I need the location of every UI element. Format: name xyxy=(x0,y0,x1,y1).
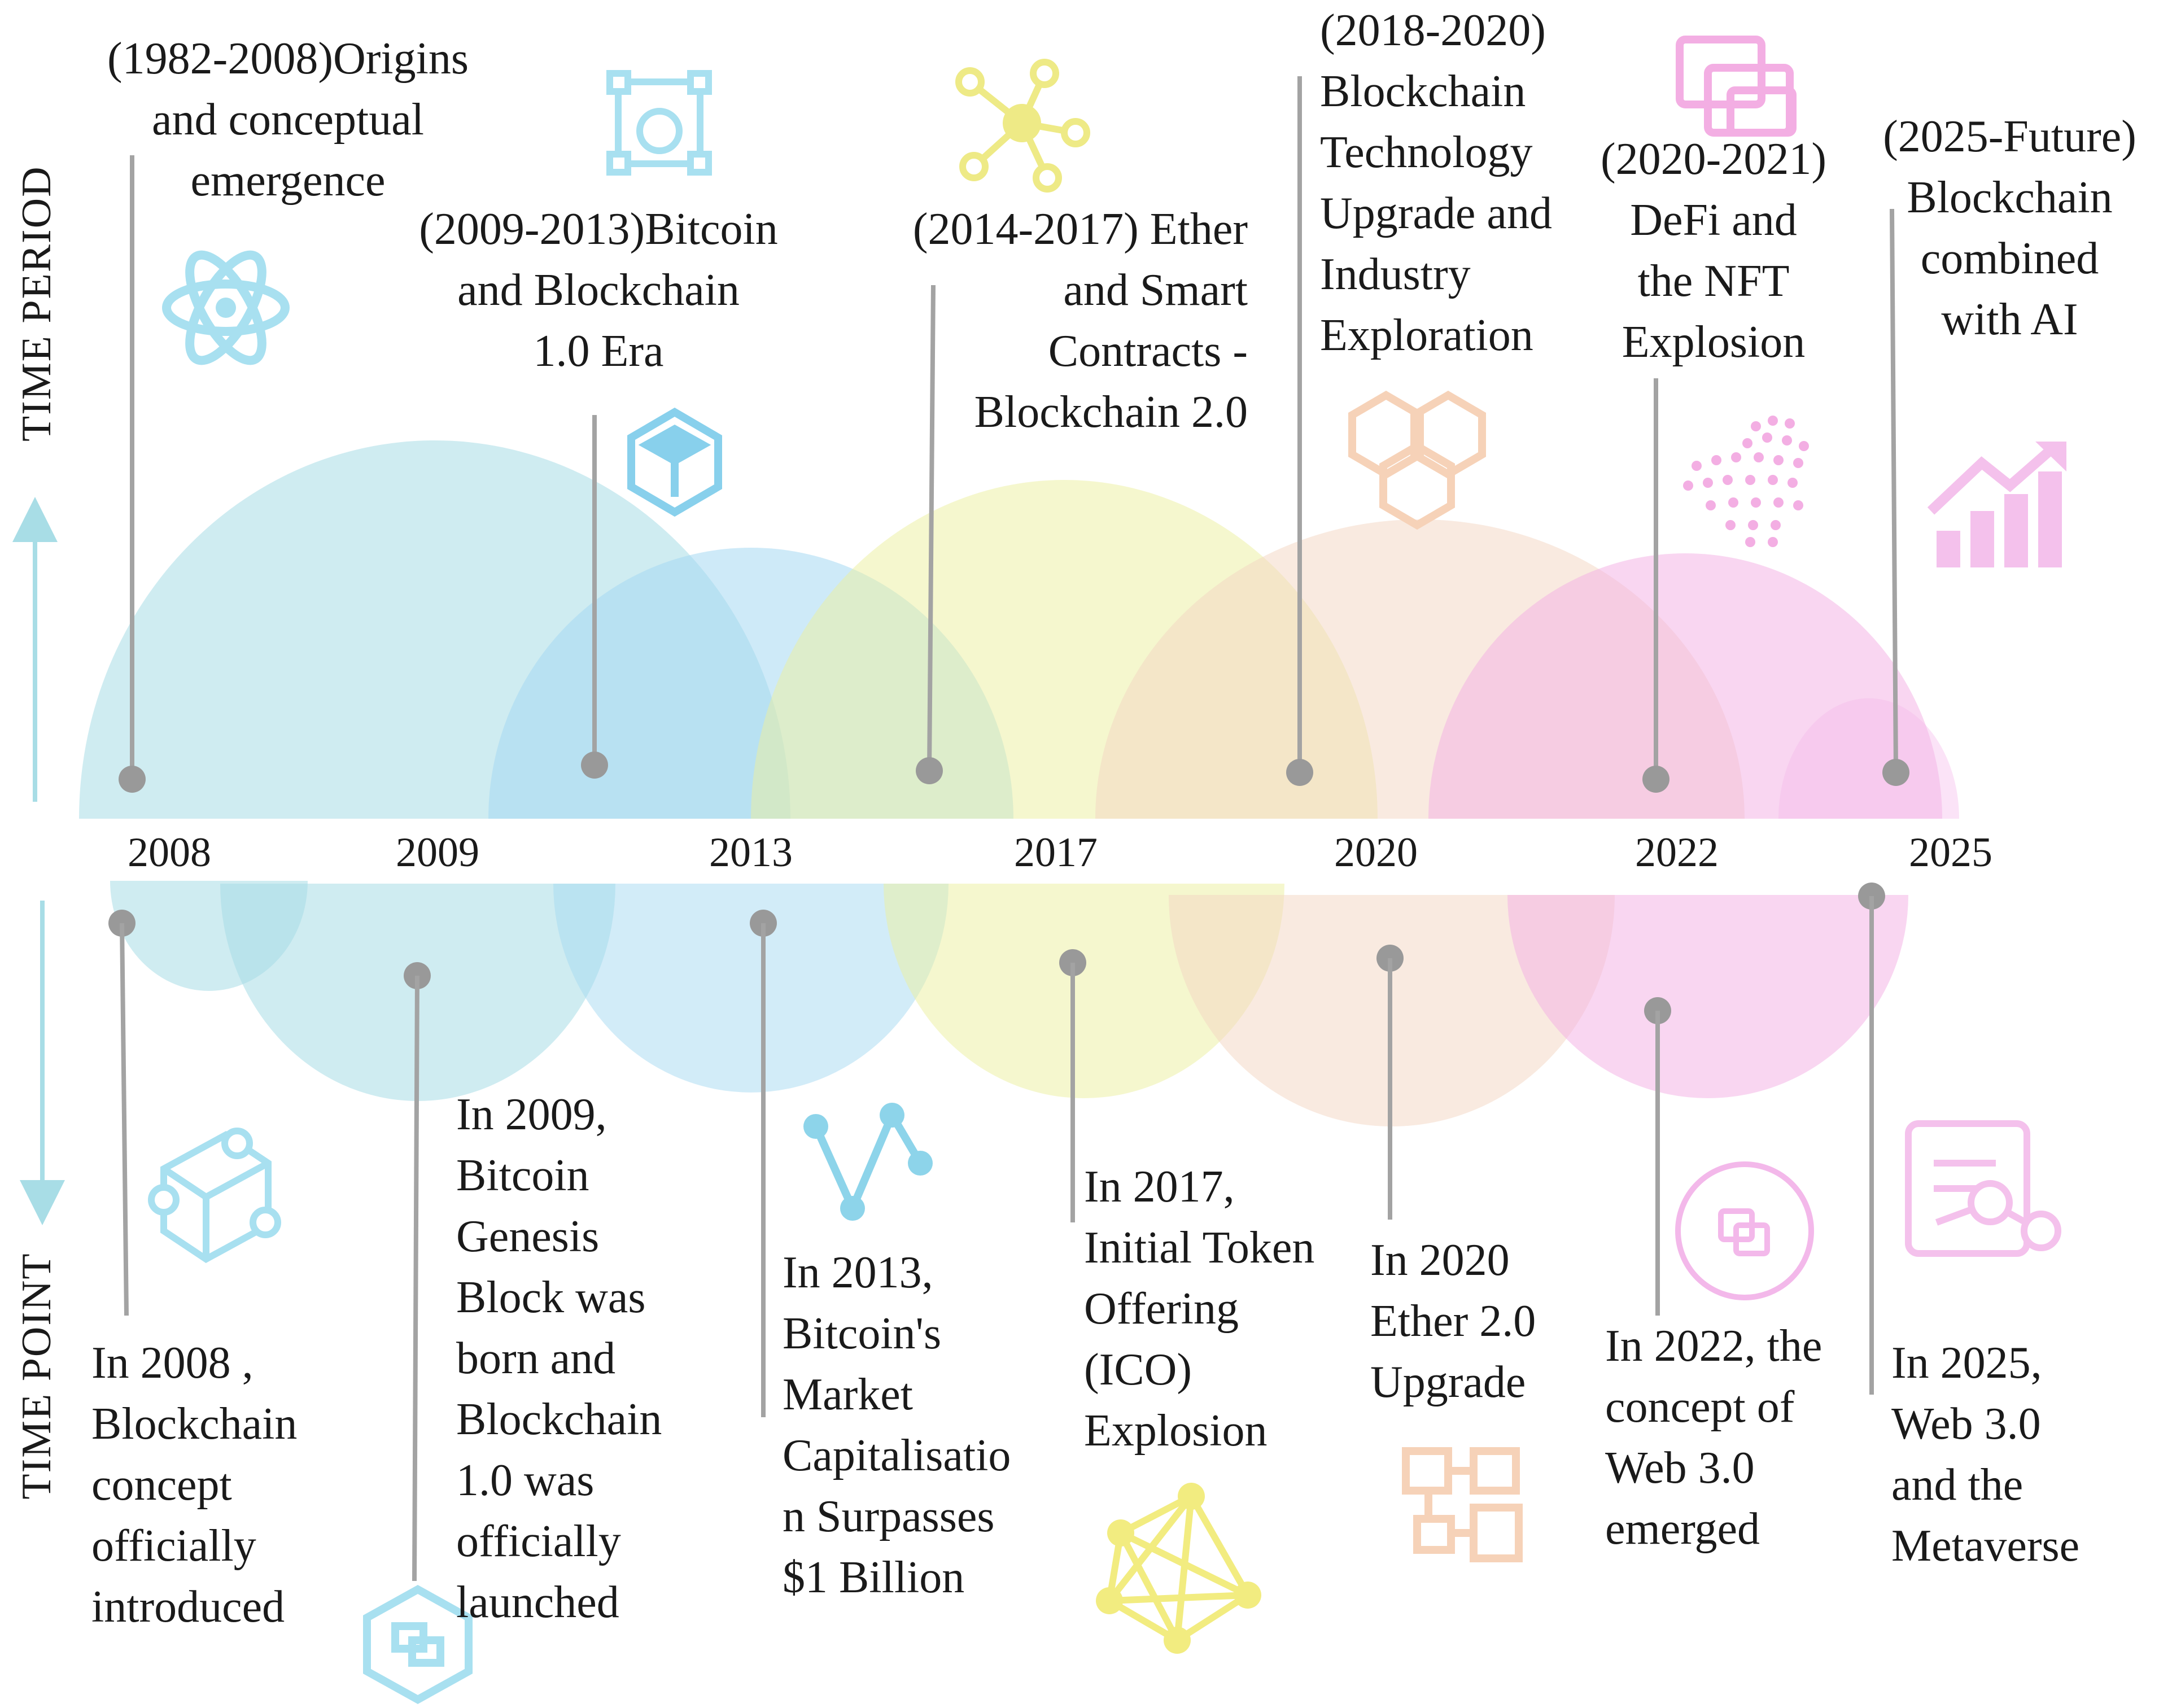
point-label-1: In 2008 , Blockchain concept officially … xyxy=(91,1338,298,1632)
line-graph-icon xyxy=(803,1103,933,1221)
period-domes xyxy=(79,440,1959,819)
period-pin-dot-1 xyxy=(119,766,146,793)
point-pins xyxy=(108,883,1885,1582)
period-dome-6 xyxy=(1778,698,1959,819)
period-pin-line-3 xyxy=(927,285,936,771)
period-pin-dot-3 xyxy=(916,757,943,784)
period-pins xyxy=(119,76,1909,793)
year-label: 2017 xyxy=(1014,829,1098,876)
point-label-5: In 2020 Ether 2.0 Upgrade xyxy=(1370,1235,1536,1407)
document-graph-icon xyxy=(1905,1120,2061,1257)
hexagon-chain-icon xyxy=(1348,390,1486,530)
point-dome-3 xyxy=(553,884,949,1093)
period-label-1: (1982-2008)Origins and conceptual emerge… xyxy=(107,34,469,206)
atom-icon xyxy=(162,250,290,365)
period-pin-dot-6 xyxy=(1882,759,1909,786)
time-point-axis-label: TIME POINT xyxy=(14,1252,60,1500)
network-node-icon xyxy=(955,59,1090,193)
point-label-7: In 2025, Web 3.0 and the Metaverse xyxy=(1891,1338,2080,1571)
point-label-6: In 2022, the concept of Web 3.0 emerged xyxy=(1605,1321,1823,1554)
point-label-2: In 2009, Bitcoin Genesis Block was born … xyxy=(456,1090,662,1627)
dots-spiral-icon xyxy=(1683,416,1809,547)
period-label-6: (2025-Future) Blockchain combined with A… xyxy=(1883,112,2136,344)
block-diagram-icon xyxy=(1402,1447,1523,1562)
point-label-3: In 2013, Bitcoin's Market Capitalisatio … xyxy=(783,1248,1011,1602)
period-pin-dot-2 xyxy=(581,752,608,779)
period-label-5: (2020-2021) DeFi and the NFT Explosion xyxy=(1601,134,1826,367)
year-label: 2009 xyxy=(396,829,479,876)
year-label: 2025 xyxy=(1909,829,1992,876)
point-pin-line-1 xyxy=(120,923,129,1316)
period-pin-dot-5 xyxy=(1642,766,1669,793)
point-pin-line-2 xyxy=(412,975,419,1582)
period-label-2: (2009-2013)Bitcoin and Blockchain 1.0 Er… xyxy=(419,204,778,376)
year-label: 2013 xyxy=(709,829,793,876)
year-label: 2020 xyxy=(1334,829,1418,876)
year-label: 2022 xyxy=(1635,829,1719,876)
mesh-network-icon xyxy=(1096,1483,1261,1654)
period-label-4: (2018-2020) Blockchain Technology Upgrad… xyxy=(1320,6,1552,360)
period-pin-dot-4 xyxy=(1286,759,1313,786)
time-period-axis-label: TIME PERIOD xyxy=(14,165,60,442)
growth-chart-icon xyxy=(1927,442,2066,567)
cube-network-icon xyxy=(627,407,722,517)
web-circle-icon xyxy=(1675,1161,1814,1300)
point-dome-6 xyxy=(1507,895,1908,1098)
point-label-4: In 2017, Initial Token Offering (ICO) Ex… xyxy=(1084,1162,1315,1456)
stacked-squares-icon xyxy=(1676,36,1797,137)
year-label: 2008 xyxy=(128,829,211,876)
period-dome-5 xyxy=(1428,553,1942,819)
hexagon-link-icon xyxy=(363,1584,473,1705)
point-domes xyxy=(110,881,1908,1126)
square-frame-icon xyxy=(606,70,712,176)
period-label-3: (2014-2017) Ether and Smart Contracts - … xyxy=(912,204,1248,437)
period-pin-line-6 xyxy=(1890,208,1898,773)
cube-icon xyxy=(148,1128,281,1264)
